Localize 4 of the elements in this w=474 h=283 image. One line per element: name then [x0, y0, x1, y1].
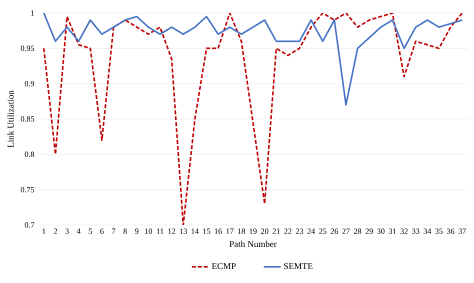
- legend-label: ECMP: [212, 263, 236, 270]
- x-axis-title: Path Number: [229, 240, 277, 248]
- y-axis-title: Link Utilization: [7, 90, 14, 148]
- legend-label: SEMTE: [284, 263, 313, 270]
